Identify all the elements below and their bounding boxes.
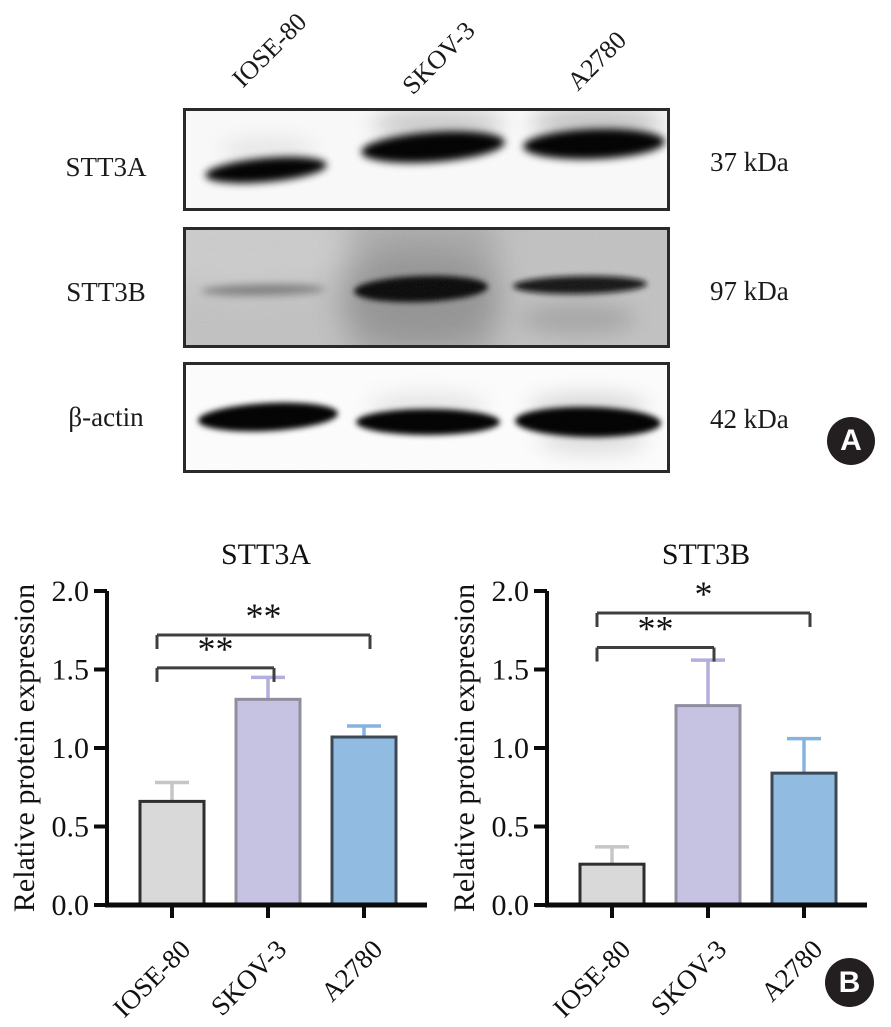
bar-A2780	[770, 771, 838, 907]
lane-label-iose80: IOSE-80	[226, 7, 313, 93]
stt3a-blot-image	[183, 108, 670, 211]
x-tick-label: A2780	[315, 934, 388, 1007]
bar-SKOV-3	[674, 704, 742, 907]
mw-label-97kda: 97 kDa	[710, 276, 789, 306]
lane-label-a2780: A2780	[561, 25, 633, 97]
chart-title: STT3B	[662, 538, 750, 571]
bactin-blot-image	[183, 362, 670, 473]
bar-SKOV-3	[234, 697, 302, 907]
y-tick-label: 2.0	[52, 575, 90, 608]
y-axis-label: Relative protein expression	[8, 584, 41, 912]
y-tick-label: 2.0	[492, 575, 530, 608]
x-tick-label: A2780	[755, 934, 828, 1007]
y-tick-label: 1.5	[492, 654, 530, 687]
x-tick-label: IOSE-80	[547, 934, 636, 1023]
y-axis-label: Relative protein expression	[448, 584, 481, 912]
protein-label-stt3a: STT3A	[65, 152, 147, 182]
bar-chart-svg: STT3B Relative protein expression 0.0 0.5 1.…	[448, 538, 867, 1023]
x-tick-label: SKOV-3	[645, 934, 732, 1021]
chart-title: STT3A	[221, 538, 311, 571]
stt3a-bar-chart: STT3A Relative protein expression 0.0 0.5 1.…	[0, 520, 445, 1027]
mw-label-42kda: 42 kDa	[710, 404, 789, 434]
significance-label: **	[246, 596, 282, 636]
y-tick-label: 0.5	[52, 811, 90, 844]
lane-label-skov3: SKOV-3	[396, 15, 481, 101]
x-tick-label: SKOV-3	[205, 934, 292, 1021]
protein-label-bactin: β-actin	[68, 402, 144, 432]
bar-IOSE-80	[138, 799, 206, 907]
y-tick-label: 0.5	[492, 811, 530, 844]
y-tick-label: 0.0	[52, 889, 90, 922]
x-tick-label: IOSE-80	[107, 934, 196, 1023]
y-tick-label: 1.5	[52, 654, 90, 687]
mw-label-37kda: 37 kDa	[710, 147, 789, 177]
panel-a-badge: A	[827, 417, 875, 465]
y-tick-label: 0.0	[492, 889, 530, 922]
bar-A2780	[330, 735, 398, 907]
y-tick-label: 1.0	[52, 732, 90, 765]
stt3b-blot-image	[183, 227, 670, 348]
protein-label-stt3b: STT3B	[66, 277, 146, 307]
bar-IOSE-80	[578, 862, 646, 907]
significance-label: *	[695, 574, 713, 614]
bar-chart-svg: STT3A Relative protein expression 0.0 0.5 1.…	[8, 538, 427, 1023]
panel-b-badge: B	[825, 958, 874, 1007]
significance-label: **	[638, 609, 674, 649]
y-tick-label: 1.0	[492, 732, 530, 765]
stt3b-bar-chart: STT3B Relative protein expression 0.0 0.5 1.…	[440, 520, 891, 1027]
